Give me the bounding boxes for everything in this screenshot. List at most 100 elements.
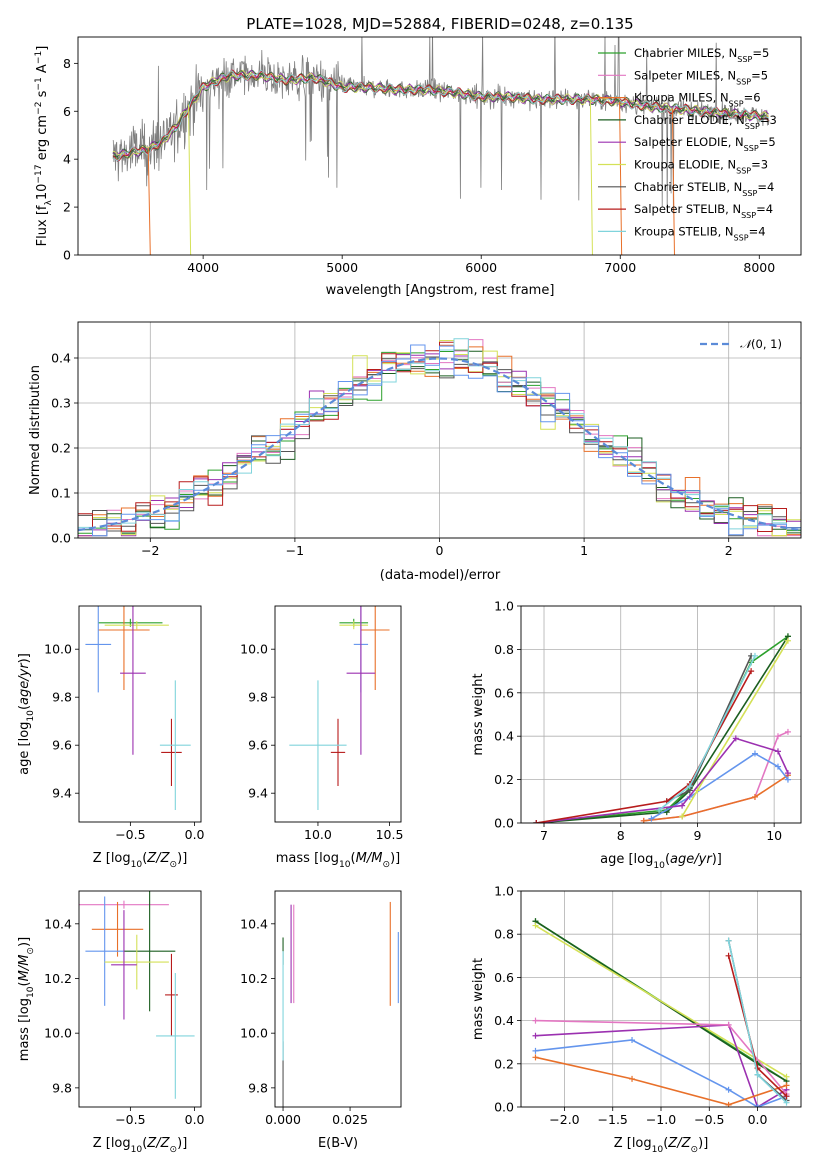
y-axis-label: age [log10(age/yr)]	[17, 653, 36, 775]
legend-label: Kroupa MILES, NSSP=6	[634, 91, 761, 109]
y-tick-label: 0.4	[51, 351, 71, 366]
weight-marker	[532, 922, 539, 929]
weight-marker	[754, 1104, 761, 1107]
legend-label: Chabrier MILES, NSSP=5	[634, 46, 769, 64]
weight-marker	[532, 1054, 539, 1061]
weight-marker	[783, 1073, 790, 1080]
x-tick-label: 0.000	[265, 1112, 301, 1127]
x-axis-label: wavelength [Angstrom, rest frame]	[326, 283, 555, 298]
weight-marker	[679, 813, 686, 820]
x-tick-label: 8000	[743, 260, 775, 275]
mass-z-axes: −0.5 0.0 9.8 10.0 10.2 10.4 Z [log10(Z/Z⊙)] mas…	[17, 890, 205, 1155]
axes-frame	[78, 605, 202, 823]
y-tick-label: 9.8	[248, 1080, 268, 1095]
x-axis-label: Z [log10(Z/Z⊙)]	[93, 851, 188, 870]
x-axis-label: mass [log10(M/M⊙)]	[276, 851, 400, 870]
y-axis-label: Normed distribution	[28, 365, 43, 495]
spectrum-dropout	[147, 148, 152, 255]
x-tick-label: 10	[766, 828, 782, 843]
weight-marker	[629, 1037, 636, 1044]
weight-marker	[748, 668, 755, 675]
legend-label: Chabrier ELODIE, NSSP=3	[634, 113, 777, 130]
y-tick-label: 10.4	[240, 916, 268, 931]
y-axis-label: mass weight	[471, 673, 486, 755]
axes-frame	[274, 605, 402, 823]
weight-marker	[725, 937, 732, 944]
axes-frame	[274, 890, 402, 1108]
y-tick-label: 0.2	[494, 772, 514, 787]
y-tick-label: 0.1	[51, 486, 71, 501]
x-tick-label: 0	[436, 543, 444, 558]
weight-marker	[784, 728, 791, 735]
x-axis-label: (data-model)/error	[380, 568, 501, 583]
y-tick-label: 10.2	[240, 971, 268, 986]
weight-marker	[725, 1021, 732, 1028]
weight-marker	[754, 1071, 761, 1078]
plot-area	[112, 37, 770, 255]
weight-marker	[774, 733, 781, 740]
axes-frame	[77, 36, 802, 256]
y-tick-label: 10.0	[240, 642, 268, 657]
weight-marker	[648, 815, 655, 822]
plot-area	[85, 606, 191, 810]
weight-marker	[732, 735, 739, 742]
weight-marker	[533, 820, 540, 823]
x-tick-label: 0.0	[748, 1112, 768, 1127]
weight-marker	[725, 952, 732, 959]
weight-line	[535, 1056, 787, 1106]
plot-area	[289, 606, 390, 810]
x-tick-label: −1	[286, 543, 304, 558]
x-tick-label: −0.5	[115, 827, 145, 842]
spectrum-axes: 4000 5000 6000 7000 8000 0 2 4 6 8 PLATE=1028, MJD…	[34, 15, 802, 298]
x-tick-label: −1.5	[598, 1112, 628, 1127]
y-tick-label: 10.2	[44, 971, 72, 986]
x-tick-label: 10.0	[304, 827, 332, 842]
weight-marker	[751, 750, 758, 757]
x-axis-label: Z [log10(Z/Z⊙)]	[93, 1136, 188, 1155]
y-axis-label: mass [log10(M/M⊙)]	[17, 937, 36, 1061]
chart-title: PLATE=1028, MJD=52884, FIBERID=0248, z=0…	[246, 15, 633, 33]
x-tick-label: 0.0	[185, 827, 205, 842]
spectrum-dropout	[619, 101, 624, 255]
x-tick-label: 5000	[326, 260, 358, 275]
y-tick-label: 0	[63, 248, 71, 263]
model-fit-line	[112, 69, 769, 162]
legend: Chabrier MILES, NSSP=5 Salpeter MILES, NS…	[598, 46, 777, 242]
mass-ebv-axes: 0.000 0.025 9.8 10.0 10.2 10.4 E(B-V)	[240, 890, 402, 1151]
x-tick-label: 8	[617, 828, 625, 843]
weight-line	[535, 924, 787, 1078]
plot-area	[79, 891, 195, 1099]
weight-line	[535, 1024, 787, 1107]
weight-marker	[679, 802, 686, 809]
plot-area	[78, 338, 801, 537]
x-tick-label: 9	[693, 828, 701, 843]
y-tick-label: 10.0	[44, 1026, 72, 1041]
x-tick-label: 2	[725, 543, 733, 558]
legend-label: Chabrier STELIB, NSSP=4	[634, 180, 774, 198]
age-z-axes: −0.5 0.0 9.4 9.6 9.8 10.0 Z [log10(Z/Z⊙)] age […	[17, 605, 205, 870]
x-tick-label: 7	[540, 828, 548, 843]
x-tick-label: 1	[580, 543, 588, 558]
weight-age-axes: 7 8 9 10 0.0 0.2 0.4 0.6 0.8 1.0 age [log10(age/yr…	[471, 599, 802, 871]
y-tick-label: 10.0	[44, 642, 72, 657]
legend-label: Kroupa STELIB, NSSP=4	[634, 224, 766, 242]
weight-marker	[783, 1093, 790, 1100]
y-axis-label: Flux [fλ10−17 erg cm−2 s−1 A−1]	[34, 46, 54, 247]
age-mass-axes: 10.0 10.5 9.4 9.6 9.8 10.0 mass [log10(M/M⊙)]	[240, 605, 403, 870]
axes-frame	[78, 890, 202, 1108]
y-tick-label: 9.8	[248, 690, 268, 705]
y-tick-label: 0.4	[494, 1013, 514, 1028]
y-tick-label: 9.4	[248, 786, 268, 801]
y-tick-label: 10.0	[240, 1026, 268, 1041]
axes-frame	[520, 605, 802, 824]
weight-marker	[694, 787, 701, 794]
y-tick-label: 0.3	[51, 396, 71, 411]
weight-marker	[783, 1099, 790, 1106]
weight-marker	[751, 652, 758, 659]
y-tick-label: 0.6	[494, 970, 514, 985]
weight-marker	[532, 1032, 539, 1039]
x-tick-label: −1.0	[646, 1112, 676, 1127]
x-tick-label: −2	[141, 543, 159, 558]
x-tick-label: 4000	[187, 260, 219, 275]
weight-line	[536, 670, 752, 823]
